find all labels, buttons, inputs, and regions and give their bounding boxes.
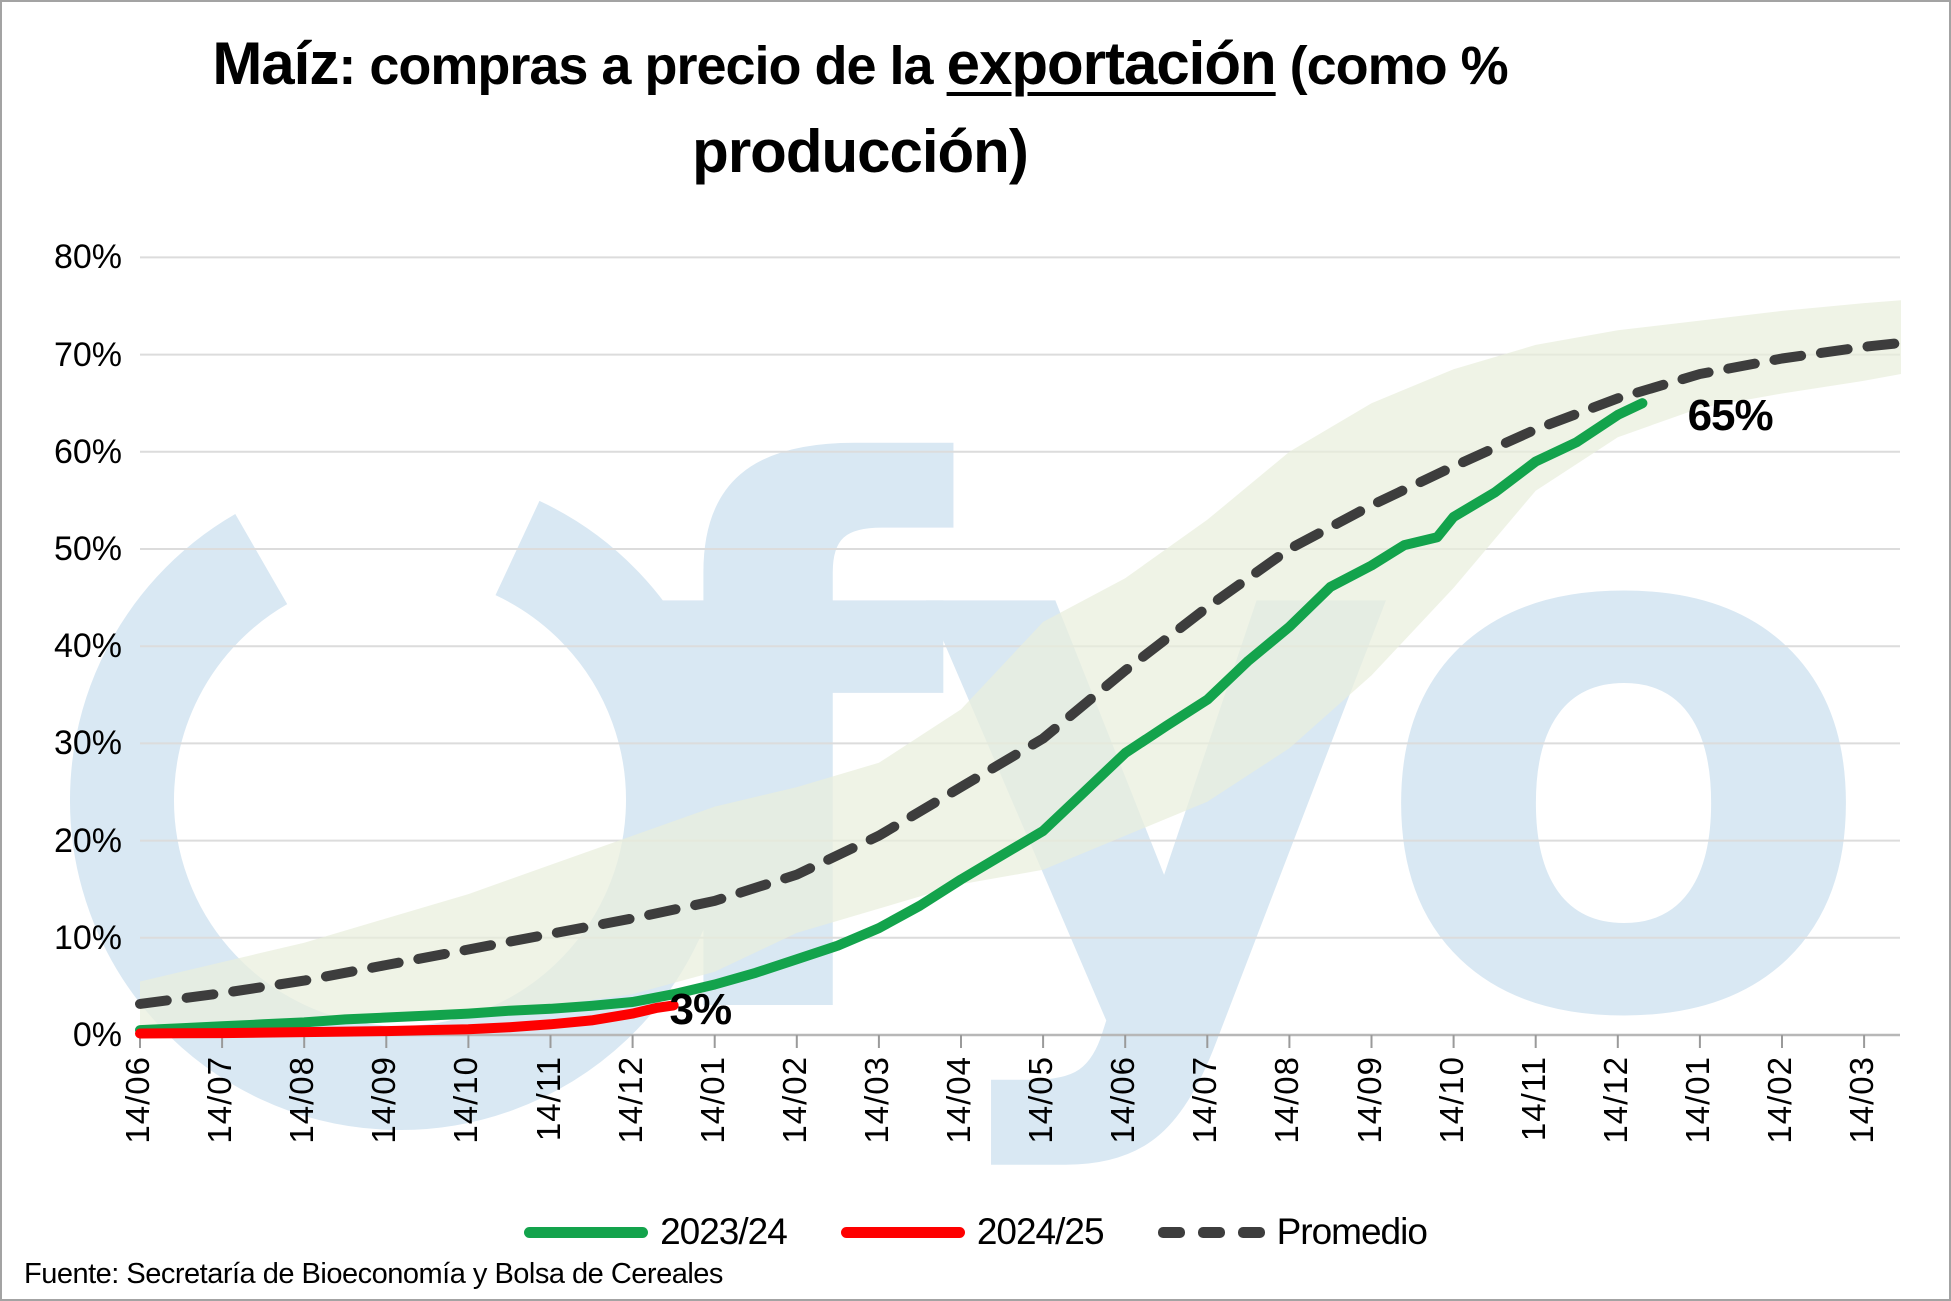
title-underlined-word: exportación — [946, 30, 1277, 97]
chart-legend: 2023/24 2024/25 Promedio — [0, 1206, 1951, 1258]
legend-label: Promedio — [1276, 1211, 1428, 1252]
x-axis-label: 14/07 — [1186, 1056, 1224, 1144]
x-axis-label: 14/12 — [611, 1056, 649, 1144]
title-product: Maíz — [212, 30, 339, 97]
value-label-65pct: 65% — [1687, 390, 1774, 440]
series-line-2023-24 — [135, 398, 1648, 1036]
x-axis-label: 14/06 — [119, 1056, 156, 1144]
x-axis-label: 14/05 — [1022, 1056, 1060, 1144]
y-axis-label: 0% — [72, 1016, 122, 1054]
legend-swatch — [524, 1226, 649, 1238]
y-axis-label: 10% — [53, 918, 122, 957]
legend-swatch — [840, 1226, 965, 1238]
x-axis-label: 14/01 — [1678, 1056, 1716, 1144]
x-axis-label: 14/03 — [857, 1056, 895, 1144]
x-axis-label: 14/08 — [283, 1056, 321, 1144]
x-axis-label: 14/09 — [1350, 1056, 1388, 1144]
legend-item-2023-24[interactable]: 2023/24 — [524, 1211, 788, 1253]
x-axis-label: 14/10 — [447, 1056, 485, 1144]
series-line-2024-25 — [135, 1000, 679, 1039]
x-axis-label: 14/06 — [1104, 1056, 1142, 1144]
x-axis-label: 14/02 — [1761, 1056, 1798, 1144]
x-axis-label: 14/07 — [201, 1056, 239, 1144]
title-mid: : compras a precio de la — [338, 36, 947, 96]
legend-swatch — [1157, 1226, 1265, 1238]
chart-title: Maíz: compras a precio de la exportación… — [40, 28, 1680, 204]
x-axis-label: 14/11 — [529, 1056, 567, 1142]
x-axis-label: 14/12 — [1596, 1056, 1634, 1144]
y-axis-label: 50% — [53, 530, 122, 568]
y-axis-label: 20% — [53, 821, 122, 860]
series-line-promedio — [135, 337, 1906, 1009]
legend-label: 2024/25 — [976, 1211, 1105, 1252]
min-max-band — [140, 300, 1901, 1032]
x-axis-label: 14/04 — [940, 1056, 977, 1144]
x-axis-label: 14/08 — [1268, 1056, 1306, 1144]
legend-item-promedio[interactable]: Promedio — [1157, 1211, 1428, 1253]
y-axis-label: 70% — [53, 335, 122, 374]
x-axis-label: 14/10 — [1432, 1056, 1470, 1144]
y-axis-label: 60% — [53, 432, 122, 471]
legend-item-2024-25[interactable]: 2024/25 — [840, 1211, 1105, 1253]
legend-label: 2023/24 — [660, 1211, 788, 1252]
title-tail: (como % — [1275, 36, 1509, 96]
x-axis-label: 14/03 — [1843, 1056, 1881, 1144]
y-axis-label: 80% — [53, 238, 122, 277]
y-axis-label: 30% — [53, 724, 122, 763]
x-axis-label: 14/11 — [1514, 1056, 1552, 1142]
source-note: Fuente: Secretaría de Bioeconomía y Bols… — [24, 1258, 723, 1290]
value-label-3pct: 3% — [669, 984, 733, 1034]
y-axis-label: 40% — [53, 627, 122, 666]
x-axis-label: 14/02 — [775, 1056, 813, 1144]
title-line2: producción) — [692, 118, 1029, 185]
x-axis-label: 14/01 — [693, 1056, 731, 1144]
x-axis-label: 14/09 — [365, 1056, 403, 1144]
